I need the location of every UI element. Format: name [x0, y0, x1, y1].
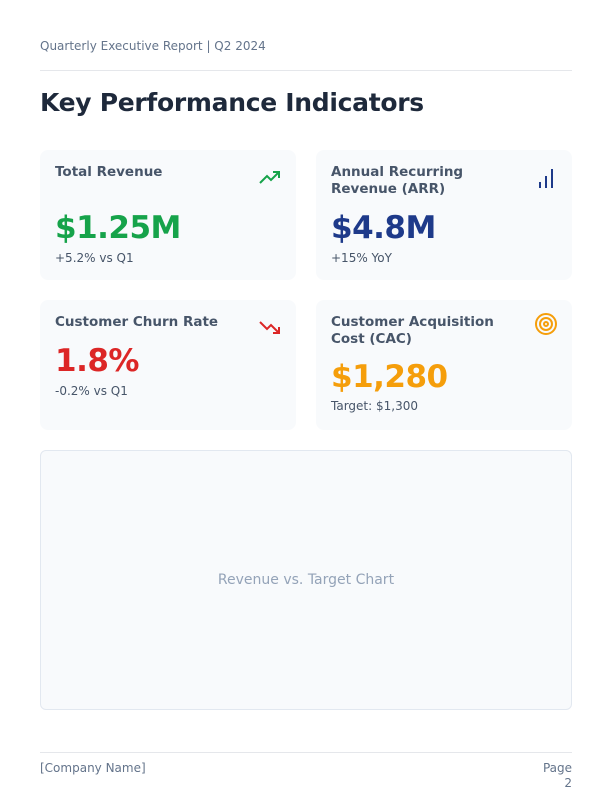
page-label: Page	[542, 761, 572, 775]
kpi-card-churn: Customer Churn Rate 1.8% -0.2% vs Q1	[40, 300, 296, 430]
page-number: 2	[564, 776, 572, 790]
chart-placeholder-label: Revenue vs. Target Chart	[217, 572, 395, 588]
chart-placeholder: Revenue vs. Target Chart	[40, 450, 572, 710]
kpi-subtext: -0.2% vs Q1	[55, 384, 128, 398]
bar-chart-icon	[539, 169, 553, 188]
kpi-value: $1,280	[331, 359, 448, 395]
kpi-value: $4.8M	[331, 210, 436, 246]
kpi-subtext: +15% YoY	[331, 251, 392, 265]
kpi-label: Annual Recurring Revenue (ARR)	[331, 164, 464, 197]
kpi-value: 1.8%	[55, 343, 139, 379]
report-header: Quarterly Executive Report | Q2 2024	[40, 39, 266, 53]
kpi-subtext: +5.2% vs Q1	[55, 251, 134, 265]
kpi-value: $1.25M	[55, 210, 181, 246]
kpi-subtext: Target: $1,300	[331, 399, 418, 413]
kpi-label: Customer Churn Rate	[55, 314, 219, 330]
target-icon	[535, 313, 557, 335]
kpi-label: Total Revenue	[55, 164, 163, 180]
page-title: Key Performance Indicators	[40, 88, 424, 117]
kpi-card-total-revenue: Total Revenue $1.25M +5.2% vs Q1	[40, 150, 296, 280]
kpi-label: Customer Acquisition Cost (CAC)	[331, 314, 494, 347]
header-divider	[40, 70, 572, 71]
trending-up-icon	[259, 171, 280, 184]
footer-divider	[40, 752, 572, 753]
trending-down-icon	[259, 321, 280, 334]
footer-company: [Company Name]	[40, 761, 146, 775]
kpi-card-arr: Annual Recurring Revenue (ARR) $4.8M +15…	[316, 150, 572, 280]
kpi-card-cac: Customer Acquisition Cost (CAC) $1,280 T…	[316, 300, 572, 430]
footer-page: Page 2	[543, 761, 572, 791]
